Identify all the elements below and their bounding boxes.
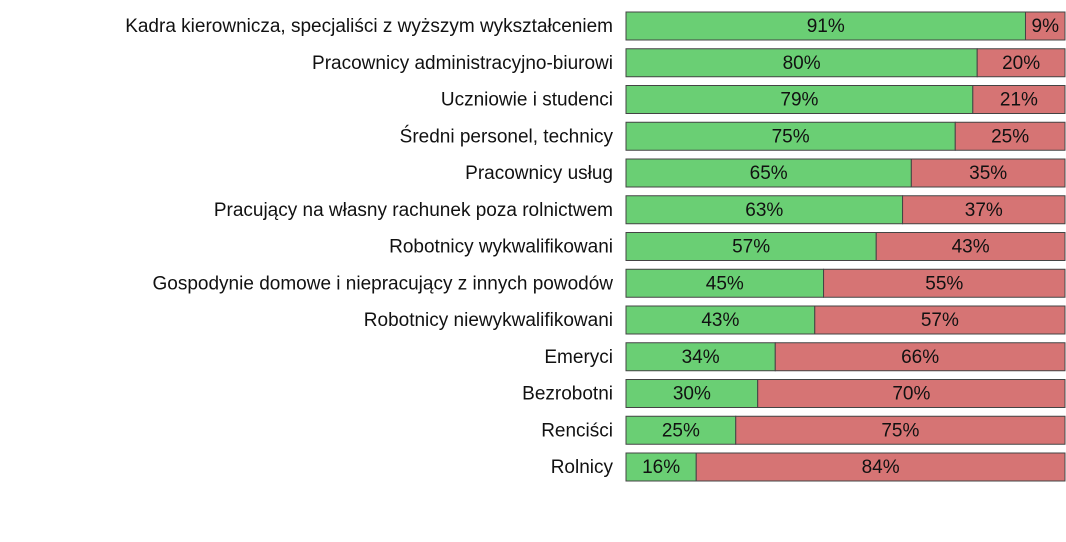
value-label: 57% (732, 237, 770, 258)
value-label: 35% (969, 163, 1007, 184)
value-label: 75% (772, 126, 810, 147)
bar-segment (972, 85, 1066, 114)
category-label: Renciści (541, 420, 613, 441)
bar-segment (625, 158, 912, 188)
bar-segment (910, 158, 1066, 188)
value-label: 57% (921, 310, 959, 331)
value-label: 66% (901, 347, 939, 368)
bar-segment (823, 268, 1066, 298)
bar-segment (774, 342, 1066, 372)
value-label: 75% (881, 420, 919, 441)
value-label: 21% (1000, 90, 1038, 111)
value-label: 65% (750, 163, 788, 184)
category-label: Pracujący na własny rachunek poza rolnic… (214, 200, 613, 221)
bar-segment (625, 452, 697, 482)
value-label: 30% (673, 384, 711, 405)
category-label: Robotnicy wykwalifikowani (389, 237, 613, 258)
category-label: Pracownicy administracyjno-biurowi (312, 53, 613, 74)
value-label: 55% (925, 273, 963, 294)
bar-segment (625, 48, 978, 78)
bar-segment (625, 342, 776, 372)
value-label: 25% (991, 126, 1029, 147)
bar-segment (695, 452, 1066, 482)
value-label: 80% (783, 53, 821, 74)
value-label: 43% (952, 237, 990, 258)
value-label: 37% (965, 200, 1003, 221)
value-label: 25% (662, 420, 700, 441)
value-label: 45% (706, 273, 744, 294)
bar-segment (735, 415, 1066, 445)
category-label: Robotnicy niewykwalifikowani (364, 310, 613, 331)
category-label: Gospodynie domowe i niepracujący z innyc… (153, 273, 614, 294)
value-label: 16% (642, 457, 680, 478)
category-label: Kadra kierownicza, specjaliści z wyższym… (125, 16, 613, 37)
bar-segment (902, 195, 1066, 225)
bar-segment (954, 121, 1066, 151)
category-label: Pracownicy usług (465, 163, 613, 184)
bar-segment (625, 232, 877, 261)
value-label: 79% (780, 90, 818, 111)
value-label: 84% (862, 457, 900, 478)
category-label: Średni personel, technicy (400, 125, 614, 147)
category-label: Uczniowie i studenci (441, 90, 613, 111)
value-label: 91% (807, 16, 845, 37)
value-label: 20% (1002, 53, 1040, 74)
category-label: Rolnicy (551, 457, 614, 478)
bar-segment (1024, 11, 1066, 41)
bar-segment (976, 48, 1066, 78)
bar-segment (625, 121, 956, 151)
category-label: Bezrobotni (522, 384, 613, 405)
bar-segment (625, 415, 737, 445)
value-label: 9% (1032, 16, 1060, 37)
value-label: 34% (682, 347, 720, 368)
value-label: 70% (892, 384, 930, 405)
bar-segment (875, 232, 1066, 261)
bar-segment (625, 379, 759, 408)
bar-segment (757, 379, 1066, 408)
bar-segment (625, 11, 1026, 41)
bar-segment (814, 305, 1066, 335)
bar-segment (625, 305, 816, 335)
value-label: 63% (745, 200, 783, 221)
bar-segment (625, 85, 974, 114)
value-label: 43% (701, 310, 739, 331)
category-label: Emeryci (544, 347, 613, 368)
